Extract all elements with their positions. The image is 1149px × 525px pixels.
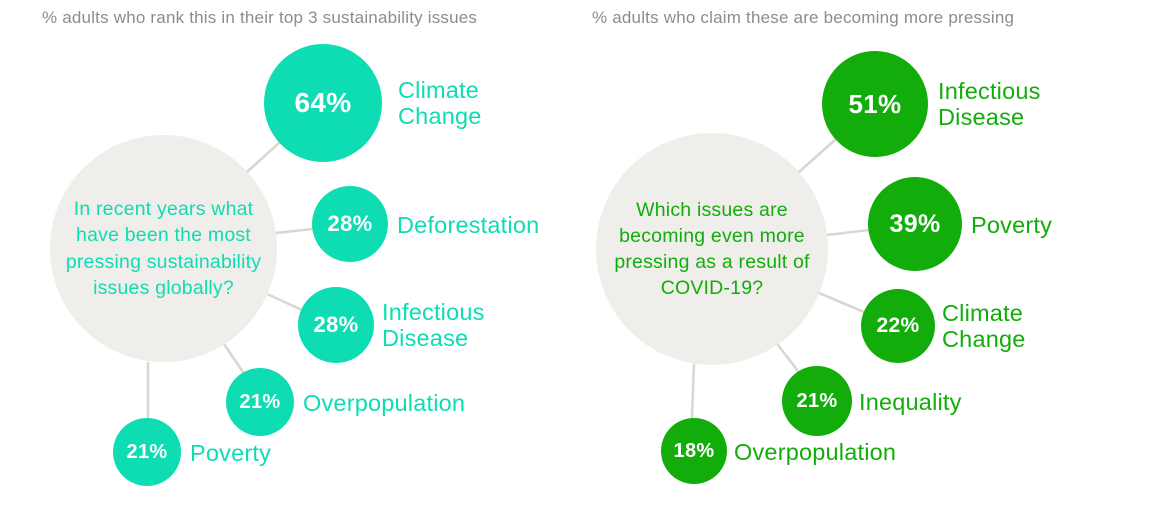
- connector-line: [776, 343, 800, 373]
- left-bubble-overpopulation: 21%: [226, 368, 294, 436]
- left-label-deforestation: Deforestation: [397, 212, 540, 238]
- right-bubble-infectious-disease-value: 51%: [848, 88, 902, 119]
- connector-line: [817, 291, 866, 314]
- connector-line: [797, 137, 838, 174]
- right-label-overpopulation: Overpopulation: [734, 439, 897, 465]
- right-bubble-climate-change-value: 22%: [876, 314, 920, 337]
- right-label-poverty: Poverty: [971, 212, 1053, 238]
- right-bubble-overpopulation-value: 18%: [673, 439, 715, 462]
- left-label-infectious-disease: Infectious Disease: [382, 299, 485, 352]
- right-bubble-poverty-value: 39%: [889, 209, 941, 238]
- right-hub-circle: Which issues are becoming even more pres…: [596, 133, 828, 365]
- right-label-infectious-disease: Infectious Disease: [938, 78, 1041, 131]
- right-bubble-inequality: 21%: [782, 366, 852, 436]
- connector-line: [222, 342, 245, 374]
- left-bubble-poverty-value: 21%: [126, 440, 168, 463]
- left-label-overpopulation: Overpopulation: [303, 390, 466, 416]
- left-hub-circle: In recent years what have been the most …: [50, 135, 277, 362]
- left-bubble-poverty: 21%: [113, 418, 181, 486]
- left-bubble-deforestation-value: 28%: [327, 211, 373, 236]
- connector-line: [274, 227, 315, 235]
- right-bubble-infectious-disease: 51%: [822, 51, 928, 157]
- right-bubble-climate-change: 22%: [861, 289, 935, 363]
- left-bubble-infectious-disease-value: 28%: [313, 312, 359, 337]
- right-bubble-overpopulation: 18%: [661, 418, 727, 484]
- right-bubble-poverty: 39%: [868, 177, 962, 271]
- left-bubble-infectious-disease: 28%: [298, 287, 374, 363]
- left-bubble-deforestation: 28%: [312, 186, 388, 262]
- connector-line: [245, 141, 281, 174]
- left-bubble-climate-change: 64%: [264, 44, 382, 162]
- right-label-climate-change: Climate Change: [942, 300, 1026, 353]
- right-label-inequality: Inequality: [859, 389, 962, 415]
- right-chart-title: % adults who claim these are becoming mo…: [592, 8, 1015, 27]
- left-label-poverty: Poverty: [190, 440, 272, 466]
- right-hub-question: Which issues are becoming even more pres…: [614, 198, 810, 300]
- left-label-climate-change: Climate Change: [398, 77, 482, 130]
- left-bubble-overpopulation-value: 21%: [239, 390, 281, 413]
- left-chart-title: % adults who rank this in their top 3 su…: [42, 8, 478, 27]
- left-bubble-climate-change-value: 64%: [294, 87, 352, 118]
- right-bubble-inequality-value: 21%: [796, 389, 838, 412]
- connector-line: [825, 228, 871, 237]
- left-hub-question: In recent years what have been the most …: [65, 198, 262, 299]
- connector-line: [265, 292, 304, 312]
- connector-line: [690, 363, 696, 419]
